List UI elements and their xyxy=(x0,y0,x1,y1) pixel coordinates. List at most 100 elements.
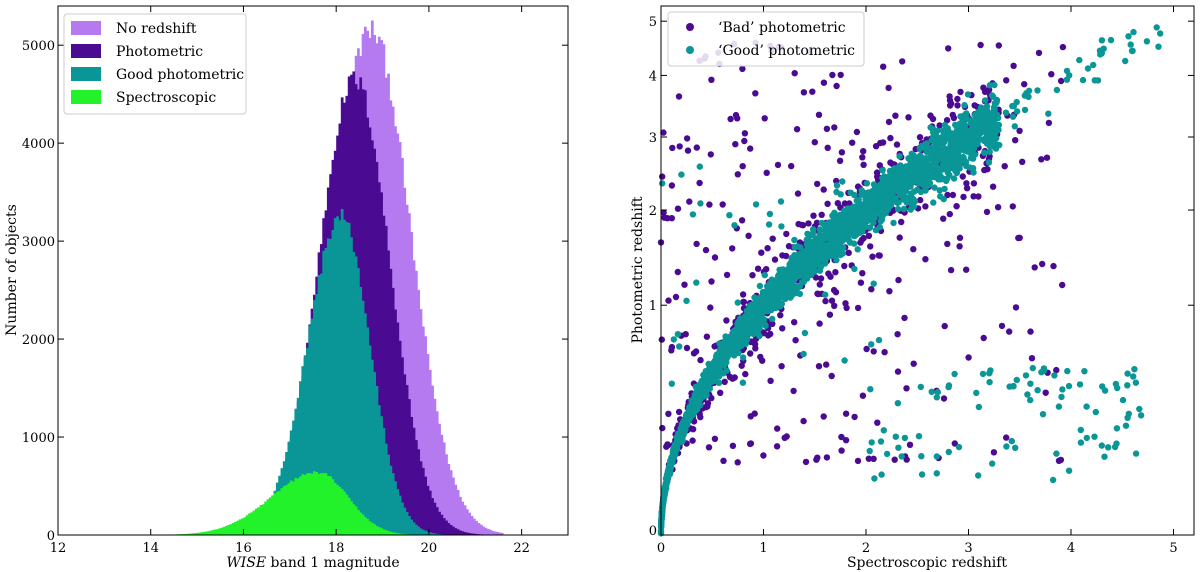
scatter-y-tick-label: 4 xyxy=(649,69,657,84)
hist-bar xyxy=(375,161,379,535)
scatter-point xyxy=(683,344,691,352)
scatter-point xyxy=(992,113,999,120)
scatter-point xyxy=(964,91,972,98)
scatter-point xyxy=(658,513,665,520)
scatter-point xyxy=(857,239,864,246)
scatter-point xyxy=(697,413,704,421)
scatter-point xyxy=(979,111,987,119)
scatter-point xyxy=(707,304,714,311)
hist-bar xyxy=(252,510,256,535)
scatter-point xyxy=(1129,47,1136,54)
hist-bar xyxy=(324,247,328,535)
scatter-point xyxy=(853,231,860,238)
hist-bar xyxy=(211,530,214,535)
scatter-point xyxy=(981,166,988,174)
hist-bar xyxy=(468,533,472,535)
scatter-point xyxy=(791,70,798,77)
hist-y-tick-label: 1000 xyxy=(22,431,55,446)
legend-label-photometric: Photometric xyxy=(116,44,203,60)
scatter-point xyxy=(826,311,834,318)
scatter-point xyxy=(883,175,890,182)
scatter-point xyxy=(870,348,877,355)
hist-bar xyxy=(368,345,372,535)
scatter-point xyxy=(951,440,958,447)
scatter-point xyxy=(937,172,944,179)
scatter-point xyxy=(1079,76,1087,84)
scatter-point xyxy=(870,280,877,287)
scatter-point xyxy=(662,480,670,487)
scatter-point xyxy=(815,250,822,258)
scatter-series-good xyxy=(657,24,1164,537)
hist-bar xyxy=(271,495,274,535)
hist-bar xyxy=(477,523,481,535)
hist-bar xyxy=(461,531,465,535)
scatter-point xyxy=(793,254,801,262)
scatter-point xyxy=(876,162,883,169)
scatter-point xyxy=(822,291,829,298)
scatter-point xyxy=(704,403,711,410)
scatter-point xyxy=(917,196,924,204)
scatter-point xyxy=(896,153,903,160)
scatter-point xyxy=(791,319,798,326)
hist-bar xyxy=(403,187,407,535)
hist-bar xyxy=(317,473,321,535)
scatter-point xyxy=(815,290,822,298)
hist-bar xyxy=(296,478,300,535)
legend-label-good-photometric-scatter: ‘Good’ photometric xyxy=(718,43,855,59)
scatter-point xyxy=(672,293,680,301)
histogram-x-axis-label: WISE band 1 magnitude xyxy=(226,555,399,571)
scatter-point xyxy=(962,158,970,166)
scatter-point xyxy=(855,198,862,205)
scatter-point xyxy=(876,206,884,213)
scatter-point xyxy=(1076,56,1083,64)
scatter-point xyxy=(934,388,941,396)
scatter-point xyxy=(898,453,905,460)
scatter-point xyxy=(936,167,943,175)
scatter-point xyxy=(1012,304,1020,311)
hist-bar xyxy=(470,515,474,535)
scatter-point xyxy=(995,42,1002,49)
scatter-point xyxy=(769,320,776,327)
hist-bar xyxy=(417,449,421,535)
scatter-point xyxy=(914,186,921,193)
hist-bar xyxy=(343,491,346,535)
histogram-x-axis-label-italic: WISE xyxy=(226,555,266,571)
scatter-point xyxy=(741,315,748,322)
scatter-point xyxy=(763,169,770,176)
scatter-point xyxy=(829,71,836,79)
scatter-point xyxy=(894,368,902,375)
legend-swatch-spectroscopic xyxy=(71,90,101,104)
scatter-point xyxy=(758,249,765,256)
hist-bar xyxy=(401,157,404,536)
legend-label-no-redshift: No redshift xyxy=(116,21,197,37)
scatter-point xyxy=(755,305,763,312)
hist-bar xyxy=(259,504,263,535)
hist-x-tick-label: 20 xyxy=(421,541,438,556)
hist-bar xyxy=(493,531,497,535)
scatter-point xyxy=(827,273,834,280)
hist-bar xyxy=(231,522,235,535)
hist-bar xyxy=(456,489,460,535)
hist-bar xyxy=(350,237,353,535)
scatter-point xyxy=(1016,234,1023,241)
scatter-point xyxy=(1024,391,1031,398)
hist-bar xyxy=(345,222,349,535)
scatter-point xyxy=(1132,379,1140,386)
scatter-x-tick-label: 5 xyxy=(1169,541,1177,556)
scatter-point xyxy=(947,266,955,274)
scatter-point xyxy=(768,291,776,298)
hist-bar xyxy=(405,512,409,535)
scatter-y-tick-label: 5 xyxy=(649,15,657,30)
scatter-point xyxy=(734,459,741,466)
hist-bar xyxy=(382,529,386,535)
hist-bar xyxy=(408,516,411,535)
scatter-point xyxy=(1031,264,1038,271)
scatter-point xyxy=(957,144,964,151)
scatter-point xyxy=(910,246,917,253)
scatter-point xyxy=(739,379,747,386)
scatter-point xyxy=(877,438,885,445)
scatter-point xyxy=(800,417,807,425)
scatter-legend-box xyxy=(667,11,865,67)
hist-bar xyxy=(275,491,279,535)
scatter-point xyxy=(720,352,727,360)
